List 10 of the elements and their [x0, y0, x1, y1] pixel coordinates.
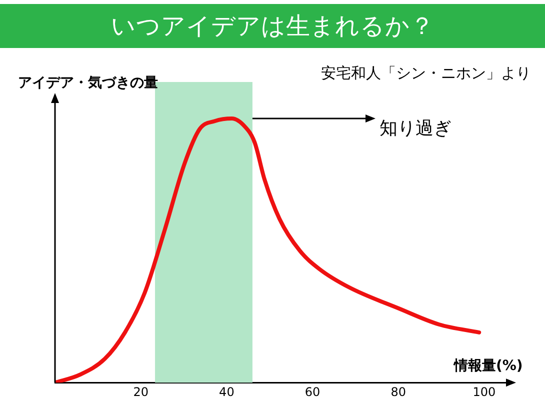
x-tick-label: 20: [133, 384, 148, 399]
chart-title: いつアイデアは生まれるか？: [0, 4, 545, 48]
x-tick-label: 100: [472, 384, 496, 399]
text: 安宅和人「シン・ニホン」より: [321, 64, 531, 83]
x-axis-title: 情報量(%): [454, 356, 523, 375]
x-tick-label: 80: [390, 384, 406, 399]
annotation: 知り過ぎ: [380, 117, 452, 140]
x-tick-label: 40: [219, 384, 234, 399]
x-tick-label: 60: [304, 384, 320, 399]
y-axis-title: アイデア・気づきの量: [18, 74, 158, 92]
